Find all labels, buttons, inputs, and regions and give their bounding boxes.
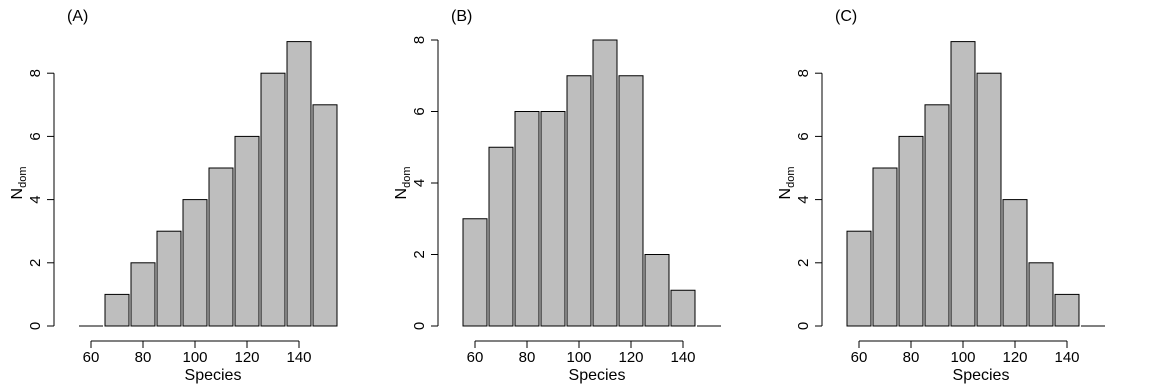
bar-100 — [182, 199, 208, 327]
y-tick-label: 2 — [411, 250, 428, 258]
bar-130 — [644, 254, 670, 327]
x-tick-label: 60 — [851, 349, 868, 366]
y-tick-label: 0 — [795, 322, 812, 330]
bar-70 — [104, 293, 130, 327]
chart-svg: 0 2 4 6 8 60 80 100 120 140 Species Ndom (A) — [9, 8, 338, 384]
panel-label: (B) — [451, 8, 472, 25]
x-axis-label: Species — [569, 367, 626, 384]
bar-120 — [618, 75, 644, 327]
x-tick-label: 80 — [903, 349, 920, 366]
bar-80 — [130, 262, 156, 327]
x-tick-label: 80 — [519, 349, 536, 366]
x-tick-label: 100 — [950, 349, 975, 366]
x-tick-label: 80 — [135, 349, 152, 366]
y-tick-label: 2 — [27, 259, 44, 267]
bar-60 — [462, 218, 488, 327]
y-tick-label: 6 — [795, 132, 812, 140]
panel-label: (C) — [835, 8, 857, 25]
x-tick-label: 140 — [286, 349, 311, 366]
bar-70 — [488, 146, 514, 327]
y-axis-label: Ndom — [9, 167, 29, 200]
bar-120 — [234, 135, 260, 327]
x-tick-label: 60 — [83, 349, 100, 366]
y-tick-label: 8 — [795, 69, 812, 77]
chart-svg: 0 2 4 6 8 60 80 100 120 140 Species Ndom (B) — [393, 8, 721, 384]
bar-130 — [260, 72, 286, 327]
bar-90 — [156, 230, 182, 327]
y-tick-label: 0 — [411, 322, 428, 330]
bar-80 — [514, 111, 540, 327]
bar-110 — [976, 72, 1002, 327]
x-tick-label: 100 — [182, 349, 207, 366]
bar-100 — [950, 41, 976, 327]
chart-panel-a: 0 2 4 6 8 60 80 100 120 140 Species Ndom (A) — [0, 0, 384, 387]
bar-90 — [540, 111, 566, 327]
x-tick-label: 140 — [1054, 349, 1079, 366]
y-tick-label: 6 — [27, 132, 44, 140]
y-axis-label: Ndom — [393, 167, 413, 200]
chart-panel-c: 0 2 4 6 8 60 80 100 120 140 Species Ndom (C) — [768, 0, 1152, 387]
bar-100 — [566, 75, 592, 327]
y-tick-label: 2 — [795, 259, 812, 267]
y-tick-label: 4 — [411, 179, 428, 187]
bar-150 — [312, 104, 338, 327]
x-tick-label: 100 — [566, 349, 591, 366]
bar-110 — [208, 167, 234, 327]
bar-130 — [1028, 262, 1054, 327]
y-tick-label: 6 — [411, 107, 428, 115]
x-axis-label: Species — [953, 367, 1010, 384]
y-tick-label: 0 — [27, 322, 44, 330]
y-axis-label: Ndom — [777, 167, 797, 200]
x-tick-label: 140 — [670, 349, 695, 366]
bar-140 — [1054, 293, 1080, 327]
bar-120 — [1002, 199, 1028, 327]
y-tick-label: 8 — [411, 36, 428, 44]
x-tick-label: 120 — [234, 349, 259, 366]
bar-60 — [846, 230, 872, 327]
x-tick-label: 120 — [1002, 349, 1027, 366]
x-tick-label: 120 — [618, 349, 643, 366]
bar-90 — [924, 104, 950, 327]
chart-svg: 0 2 4 6 8 60 80 100 120 140 Species Ndom (C) — [777, 8, 1105, 384]
bar-140 — [286, 41, 312, 327]
bar-80 — [898, 135, 924, 327]
panel-label: (A) — [67, 8, 88, 25]
chart-panel-b: 0 2 4 6 8 60 80 100 120 140 Species Ndom (B) — [384, 0, 768, 387]
y-tick-label: 8 — [27, 69, 44, 77]
x-tick-label: 60 — [467, 349, 484, 366]
y-tick-label: 4 — [795, 195, 812, 203]
bar-140 — [670, 289, 696, 327]
y-tick-label: 4 — [27, 195, 44, 203]
bar-110 — [592, 39, 618, 327]
x-axis-label: Species — [185, 367, 242, 384]
bar-70 — [872, 167, 898, 327]
